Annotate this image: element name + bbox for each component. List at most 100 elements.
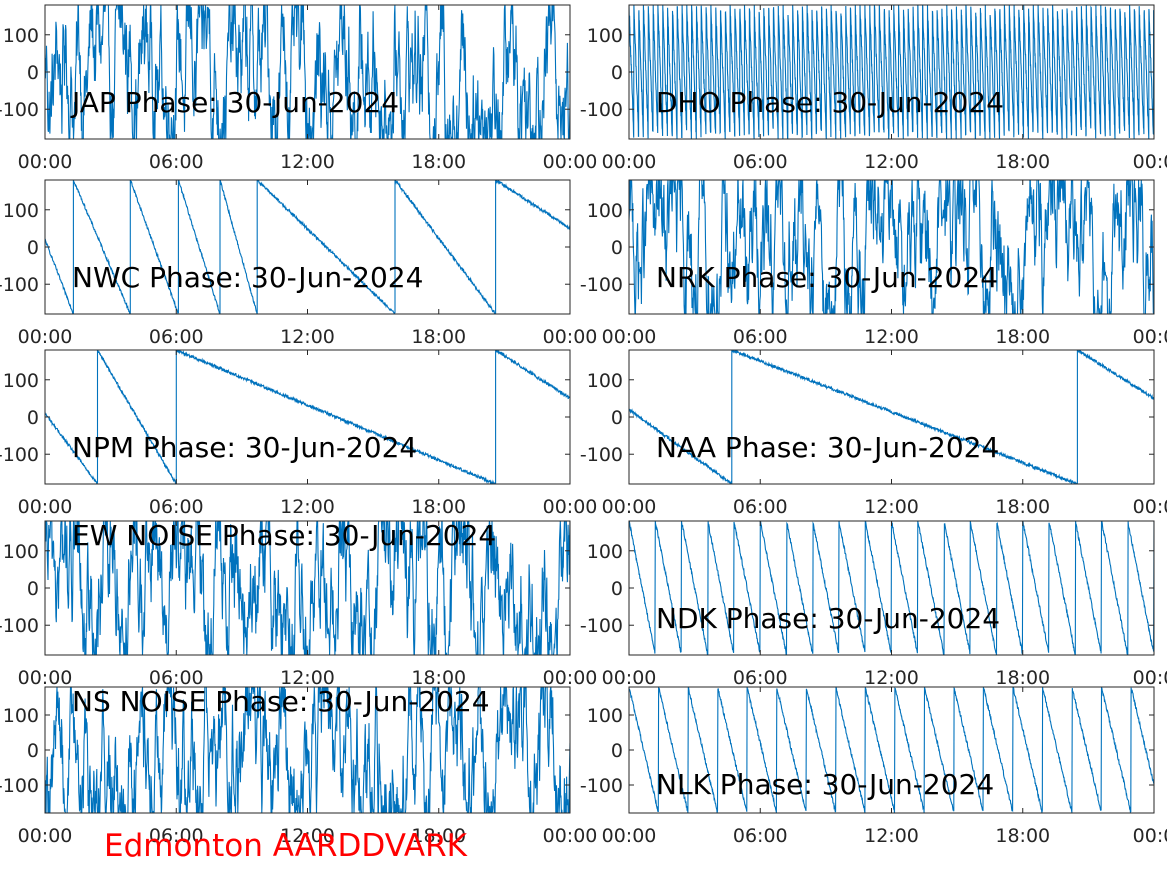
x-tick-label: 18:00	[995, 496, 1050, 518]
y-tick-label: -100	[0, 615, 39, 637]
x-tick-label: 00:00	[18, 151, 73, 173]
y-tick-label: 100	[3, 200, 39, 222]
x-tick-label: 00:00	[18, 667, 73, 689]
x-tick-label: 00:0	[1133, 151, 1167, 173]
x-tick-label: 06:00	[149, 151, 204, 173]
x-tick-label: 00:00	[602, 326, 657, 348]
x-tick-label: 06:00	[149, 667, 204, 689]
x-tick-label: 18:00	[995, 825, 1050, 847]
phase-series-line	[629, 180, 1154, 314]
x-tick-label: 00:00	[602, 825, 657, 847]
x-tick-label: 12:00	[280, 667, 335, 689]
x-tick-label: 00:00	[543, 326, 598, 348]
y-tick-label: 100	[587, 25, 623, 47]
phase-series-line	[45, 180, 570, 314]
x-tick-label: 12:00	[864, 667, 919, 689]
y-tick-label: 0	[611, 62, 623, 84]
y-tick-label: 100	[3, 25, 39, 47]
y-tick-label: -100	[580, 99, 623, 121]
phase-series-line	[629, 521, 1154, 655]
y-tick-label: -100	[580, 274, 623, 296]
panel-title: NAA Phase: 30-Jun-2024	[656, 431, 999, 464]
x-tick-label: 06:00	[733, 825, 788, 847]
panel-title: NS NOISE Phase: 30-Jun-2024	[72, 685, 490, 718]
x-tick-label: 06:00	[149, 825, 204, 847]
panel-title: NLK Phase: 30-Jun-2024	[656, 768, 994, 801]
phase-series-line	[45, 350, 570, 484]
phase-panel-6: 100 0 -100 00:00 06:00 12:00 18:00 00:00 EW NOIS…	[0, 519, 597, 689]
phase-series-line	[45, 687, 570, 813]
phase-panel-2: 100 0 -100 00:00 06:00 12:00 18:00 00:00 NWC Pha…	[0, 179, 598, 348]
y-tick-label: -100	[580, 615, 623, 637]
y-tick-label: -100	[580, 775, 623, 797]
x-tick-label: 18:00	[995, 667, 1050, 689]
x-tick-label: 06:00	[149, 326, 204, 348]
y-tick-label: -100	[580, 444, 623, 466]
x-tick-label: 18:00	[411, 151, 466, 173]
x-tick-label: 06:00	[733, 151, 788, 173]
x-tick-label: 00:0	[1133, 326, 1167, 348]
x-tick-label: 00:00	[602, 151, 657, 173]
phase-panel-1: 100 0 -100 00:00 06:00 12:00 18:00 00:0 DHO Phas…	[580, 4, 1167, 173]
y-tick-label: 0	[611, 740, 623, 762]
y-tick-label: 100	[587, 705, 623, 727]
phase-series-line	[629, 5, 1154, 139]
panel-title: DHO Phase: 30-Jun-2024	[656, 86, 1004, 119]
x-tick-label: 12:00	[280, 151, 335, 173]
x-tick-label: 12:00	[280, 326, 335, 348]
x-tick-label: 12:00	[280, 825, 335, 847]
phase-panel-5: 100 0 -100 00:00 06:00 12:00 18:00 00:0 NAA Phas…	[580, 349, 1167, 518]
x-tick-label: 12:00	[864, 326, 919, 348]
phase-panel-3: 100 0 -100 00:00 06:00 12:00 18:00 00:0 NRK Phas…	[580, 179, 1167, 348]
x-tick-label: 00:00	[18, 496, 73, 518]
y-tick-label: 0	[27, 407, 39, 429]
y-tick-label: -100	[0, 444, 39, 466]
x-tick-label: 00:00	[543, 496, 598, 518]
station-label: Edmonton AARDDVARK	[104, 828, 468, 864]
x-tick-label: 00:00	[543, 151, 598, 173]
x-tick-label: 00:00	[602, 496, 657, 518]
phase-series-line	[629, 350, 1154, 484]
x-tick-label: 12:00	[280, 496, 335, 518]
y-tick-label: 0	[27, 740, 39, 762]
phase-panel-4: 100 0 -100 00:00 06:00 12:00 18:00 00:00 NPM Pha…	[0, 349, 598, 518]
y-tick-label: 100	[587, 200, 623, 222]
panel-title: JAP Phase: 30-Jun-2024	[70, 86, 399, 119]
x-tick-label: 18:00	[411, 326, 466, 348]
x-tick-label: 12:00	[864, 825, 919, 847]
y-tick-label: -100	[0, 775, 39, 797]
phase-series-line	[629, 687, 1154, 813]
x-tick-label: 00:0	[1133, 667, 1167, 689]
y-tick-label: -100	[0, 274, 39, 296]
y-tick-label: 0	[611, 237, 623, 259]
x-tick-label: 12:00	[864, 151, 919, 173]
x-tick-label: 18:00	[995, 326, 1050, 348]
x-tick-label: 06:00	[149, 496, 204, 518]
y-tick-label: 0	[611, 578, 623, 600]
x-tick-label: 00:00	[18, 326, 73, 348]
panel-title: NWC Phase: 30-Jun-2024	[72, 261, 423, 294]
x-tick-label: 06:00	[733, 326, 788, 348]
x-tick-label: 12:00	[864, 496, 919, 518]
x-tick-label: 06:00	[733, 667, 788, 689]
x-tick-label: 00:0	[1133, 496, 1167, 518]
y-tick-label: -100	[0, 99, 39, 121]
y-tick-label: 0	[611, 407, 623, 429]
y-tick-label: 100	[3, 541, 39, 563]
x-tick-label: 00:0	[1133, 825, 1167, 847]
panel-title: NDK Phase: 30-Jun-2024	[656, 602, 1000, 635]
panel-title: EW NOISE Phase: 30-Jun-2024	[72, 519, 496, 552]
x-tick-label: 18:00	[411, 667, 466, 689]
y-tick-label: 100	[587, 370, 623, 392]
panel-title: NPM Phase: 30-Jun-2024	[72, 431, 417, 464]
y-tick-label: 100	[587, 541, 623, 563]
y-tick-label: 0	[27, 237, 39, 259]
y-tick-label: 0	[27, 578, 39, 600]
phase-panel-7: 100 0 -100 00:00 06:00 12:00 18:00 00:0 NDK Phas…	[580, 520, 1167, 689]
y-tick-label: 100	[3, 705, 39, 727]
y-tick-label: 0	[27, 62, 39, 84]
panel-title: NRK Phase: 30-Jun-2024	[656, 261, 998, 294]
x-tick-label: 00:00	[602, 667, 657, 689]
x-tick-label: 18:00	[995, 151, 1050, 173]
